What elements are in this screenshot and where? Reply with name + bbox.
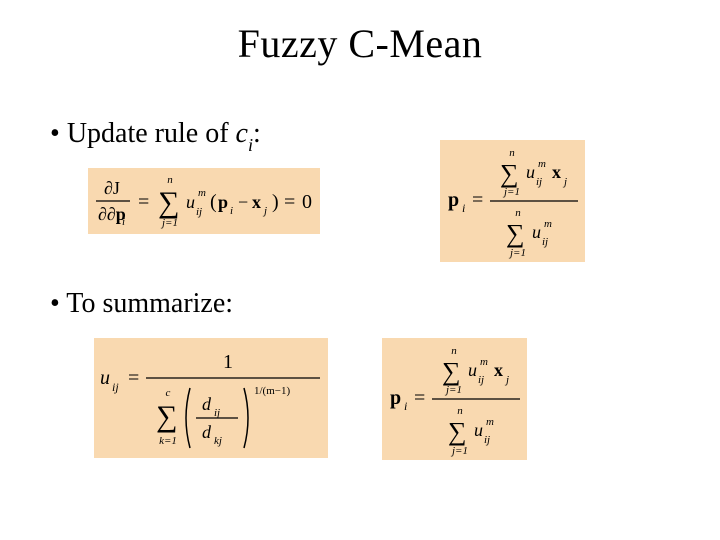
svg-text:−: − bbox=[238, 192, 248, 212]
svg-text:1: 1 bbox=[223, 351, 233, 373]
equation-p-i-bottom: p i = n ∑ j=1 u m ij x j n ∑ j=1 u m ij bbox=[382, 338, 527, 460]
bullet-to-summarize: • To summarize: bbox=[50, 288, 233, 320]
svg-text:∑: ∑ bbox=[158, 186, 179, 219]
equation-partial-derivative: ∂J ∂∂p i = n ∑ j=1 u m ij ( p i − x j ) … bbox=[88, 168, 320, 234]
svg-text:j=1: j=1 bbox=[444, 384, 462, 396]
svg-text:u: u bbox=[100, 367, 110, 389]
svg-text:ij: ij bbox=[536, 176, 542, 188]
svg-text:=: = bbox=[128, 367, 139, 389]
svg-text:∑: ∑ bbox=[506, 219, 525, 248]
svg-text:ij: ij bbox=[214, 407, 220, 419]
svg-text:∑: ∑ bbox=[156, 400, 177, 433]
bullet-update-rule: • Update rule of ci: bbox=[50, 118, 261, 154]
svg-text:ij: ij bbox=[542, 236, 548, 248]
svg-text:k=1: k=1 bbox=[159, 435, 177, 447]
svg-text:∑: ∑ bbox=[448, 417, 467, 446]
svg-text:n: n bbox=[515, 207, 521, 219]
svg-text:i: i bbox=[230, 205, 233, 217]
svg-text:u: u bbox=[526, 162, 535, 182]
svg-text:u: u bbox=[468, 360, 477, 380]
svg-text:i: i bbox=[404, 399, 407, 413]
equation-p-i-top: p i = n ∑ j=1 u m ij x j n ∑ j=1 u m ij bbox=[440, 140, 585, 262]
svg-text:(: ( bbox=[210, 191, 217, 213]
svg-text:m: m bbox=[486, 416, 494, 428]
svg-text:i: i bbox=[122, 216, 125, 228]
svg-text:1/(m−1): 1/(m−1) bbox=[254, 385, 290, 397]
equation-u-ij: u ij = 1 c ∑ k=1 d ij d kj 1/(m−1) bbox=[94, 338, 328, 458]
svg-text:p: p bbox=[390, 387, 401, 409]
svg-text:j: j bbox=[262, 205, 267, 217]
slide: Fuzzy C-Mean • Update rule of ci: • To s… bbox=[0, 0, 720, 540]
svg-text:u: u bbox=[186, 192, 195, 212]
svg-text:c: c bbox=[166, 387, 171, 399]
svg-text:ij: ij bbox=[484, 434, 490, 446]
svg-text:j=1: j=1 bbox=[160, 217, 178, 229]
svg-text:j=1: j=1 bbox=[508, 247, 526, 259]
svg-text:u: u bbox=[474, 420, 483, 440]
svg-text:): ) bbox=[272, 191, 279, 213]
svg-text:0: 0 bbox=[302, 191, 312, 213]
svg-text:∑: ∑ bbox=[442, 357, 461, 386]
svg-text:=: = bbox=[472, 189, 483, 211]
svg-text:n: n bbox=[167, 174, 173, 186]
svg-text:p: p bbox=[218, 192, 228, 212]
svg-text:x: x bbox=[552, 162, 561, 182]
svg-text:j: j bbox=[562, 176, 567, 188]
svg-text:j=1: j=1 bbox=[450, 445, 468, 457]
svg-text:∂J: ∂J bbox=[104, 178, 120, 198]
svg-text:d: d bbox=[202, 422, 212, 442]
svg-text:i: i bbox=[462, 201, 465, 215]
svg-text:n: n bbox=[451, 345, 457, 357]
bullet1-prefix: Update rule of bbox=[67, 118, 236, 149]
svg-text:x: x bbox=[494, 360, 503, 380]
svg-text:=: = bbox=[138, 191, 149, 213]
svg-text:n: n bbox=[457, 405, 463, 417]
bullet1-suffix: : bbox=[253, 118, 261, 149]
svg-text:ij: ij bbox=[196, 206, 202, 218]
svg-text:ij: ij bbox=[112, 380, 119, 394]
svg-text:n: n bbox=[509, 147, 515, 159]
svg-text:=: = bbox=[414, 387, 425, 409]
svg-text:m: m bbox=[544, 218, 552, 230]
svg-text:m: m bbox=[198, 187, 206, 199]
svg-text:∑: ∑ bbox=[500, 159, 519, 188]
bullet2-text: To summarize: bbox=[66, 288, 233, 319]
svg-text:=: = bbox=[284, 191, 295, 213]
svg-text:m: m bbox=[480, 356, 488, 368]
svg-text:m: m bbox=[538, 158, 546, 170]
bullet1-sub: i bbox=[248, 135, 253, 155]
svg-text:j=1: j=1 bbox=[502, 186, 520, 198]
svg-text:j: j bbox=[504, 374, 509, 386]
svg-text:ij: ij bbox=[478, 374, 484, 386]
svg-text:u: u bbox=[532, 222, 541, 242]
bullet1-var: c bbox=[236, 118, 248, 149]
page-title: Fuzzy C-Mean bbox=[0, 20, 720, 67]
svg-text:x: x bbox=[252, 192, 261, 212]
svg-text:kj: kj bbox=[214, 435, 222, 447]
svg-text:d: d bbox=[202, 394, 212, 414]
svg-text:p: p bbox=[448, 189, 459, 211]
